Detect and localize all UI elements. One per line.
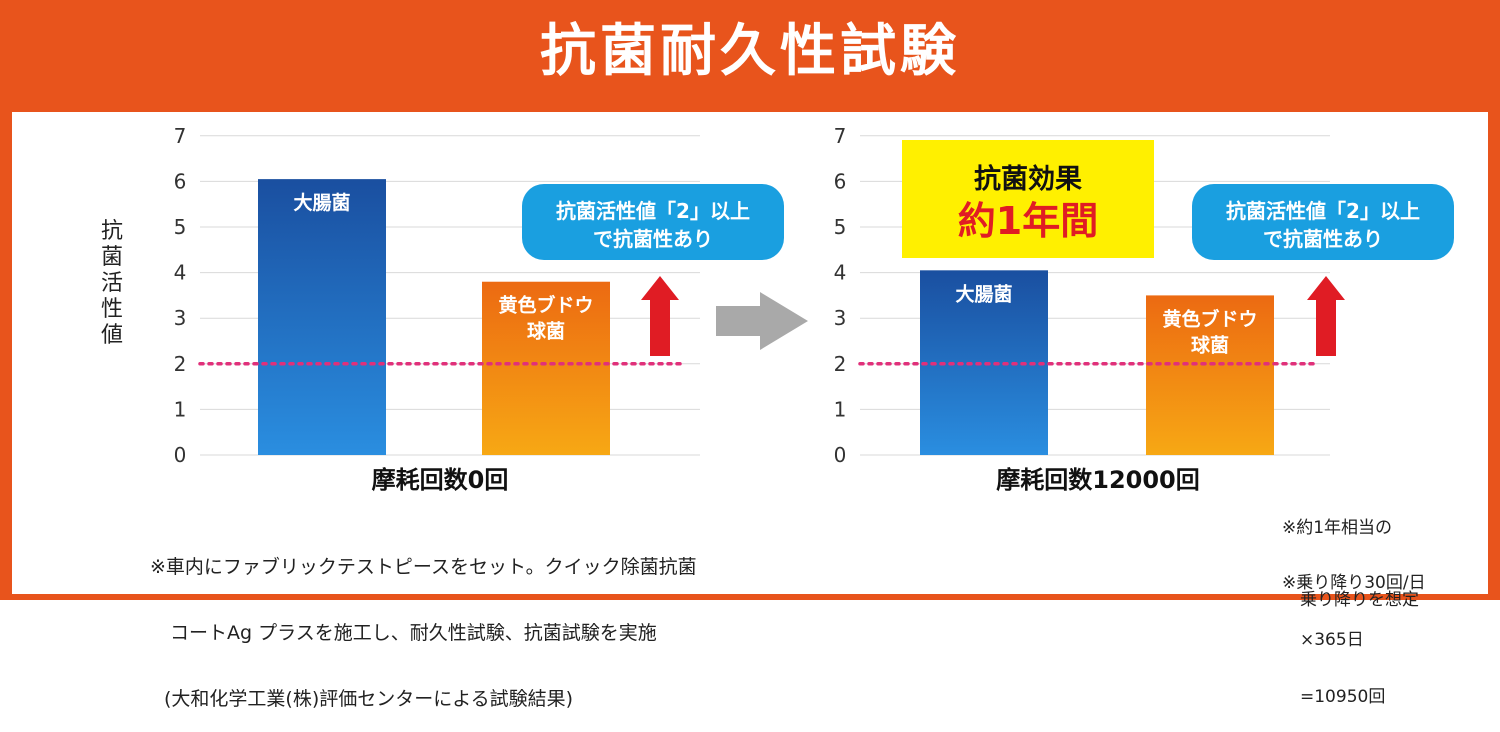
y-tick-label: 7 bbox=[834, 124, 847, 148]
up-arrow-icon bbox=[641, 276, 679, 356]
callout-box bbox=[1192, 184, 1454, 260]
callout-box bbox=[522, 184, 784, 260]
calculation-note: ※乗り降り30回/日 ×365日 =10950回 bbox=[1282, 536, 1426, 726]
y-axis-title-char: 活 bbox=[101, 271, 123, 296]
calculation-note-line: =10950回 bbox=[1300, 687, 1386, 707]
callout-text: 抗菌活性値「2」以上 bbox=[1226, 199, 1420, 223]
bar-label: 球菌 bbox=[527, 320, 565, 343]
bar-ecoli bbox=[258, 179, 386, 455]
y-tick-label: 2 bbox=[834, 352, 847, 376]
right-arrow-icon bbox=[716, 292, 808, 350]
y-axis-title-char: 値 bbox=[101, 323, 123, 348]
y-tick-label: 5 bbox=[834, 215, 847, 239]
y-tick-label: 6 bbox=[174, 169, 187, 193]
page-title: 抗菌耐久性試験 bbox=[540, 19, 960, 84]
highlight-box bbox=[902, 140, 1154, 258]
y-tick-label: 0 bbox=[174, 443, 187, 467]
equivalent-note-line: ※約1年相当の bbox=[1282, 518, 1393, 538]
y-tick-label: 3 bbox=[174, 306, 187, 330]
y-tick-label: 1 bbox=[834, 397, 847, 421]
y-tick-label: 6 bbox=[834, 169, 847, 193]
bar-label: 球菌 bbox=[1191, 333, 1229, 356]
y-tick-label: 2 bbox=[174, 352, 187, 376]
calculation-note-line: ※乗り降り30回/日 bbox=[1282, 573, 1426, 593]
y-axis-title-char: 抗 bbox=[101, 219, 123, 244]
method-note-line: ※車内にファブリックテストピースをセット。クイック除菌抗菌 bbox=[150, 556, 697, 578]
calculation-note-line: ×365日 bbox=[1300, 630, 1364, 650]
y-tick-label: 0 bbox=[834, 443, 847, 467]
bar-staph bbox=[1146, 295, 1274, 455]
y-tick-label: 4 bbox=[174, 261, 187, 285]
bar-label: 大腸菌 bbox=[293, 191, 350, 214]
method-note-line: (大和化学工業(株)評価センターによる試験結果) bbox=[164, 688, 574, 710]
bar-label: 大腸菌 bbox=[955, 282, 1012, 305]
highlight-line1: 抗菌効果 bbox=[974, 163, 1082, 195]
highlight-line2: 約1年間 bbox=[958, 199, 1098, 243]
x-axis-label: 摩耗回数12000回 bbox=[996, 466, 1200, 494]
callout-text: 抗菌活性値「2」以上 bbox=[556, 199, 750, 223]
y-axis-title-char: 菌 bbox=[101, 245, 123, 270]
callout-text: で抗菌性あり bbox=[593, 227, 713, 251]
bar-staph bbox=[482, 281, 610, 455]
up-arrow-icon bbox=[1307, 276, 1345, 356]
y-tick-label: 4 bbox=[834, 261, 847, 285]
bar-label: 黄色ブドウ bbox=[498, 294, 593, 317]
y-tick-label: 1 bbox=[174, 397, 187, 421]
method-note-line: コートAg プラスを施工し、耐久性試験、抗菌試験を実施 bbox=[170, 622, 657, 644]
y-tick-label: 5 bbox=[174, 215, 187, 239]
y-tick-label: 7 bbox=[174, 124, 187, 148]
callout-text: で抗菌性あり bbox=[1263, 227, 1383, 251]
x-axis-label: 摩耗回数0回 bbox=[372, 466, 509, 494]
method-note: ※車内にファブリックテストピースをセット。クイック除菌抗菌 コートAg プラスを… bbox=[150, 512, 697, 732]
y-tick-label: 3 bbox=[834, 306, 847, 330]
y-axis-title-char: 性 bbox=[101, 297, 123, 322]
bar-label: 黄色ブドウ bbox=[1162, 307, 1257, 330]
